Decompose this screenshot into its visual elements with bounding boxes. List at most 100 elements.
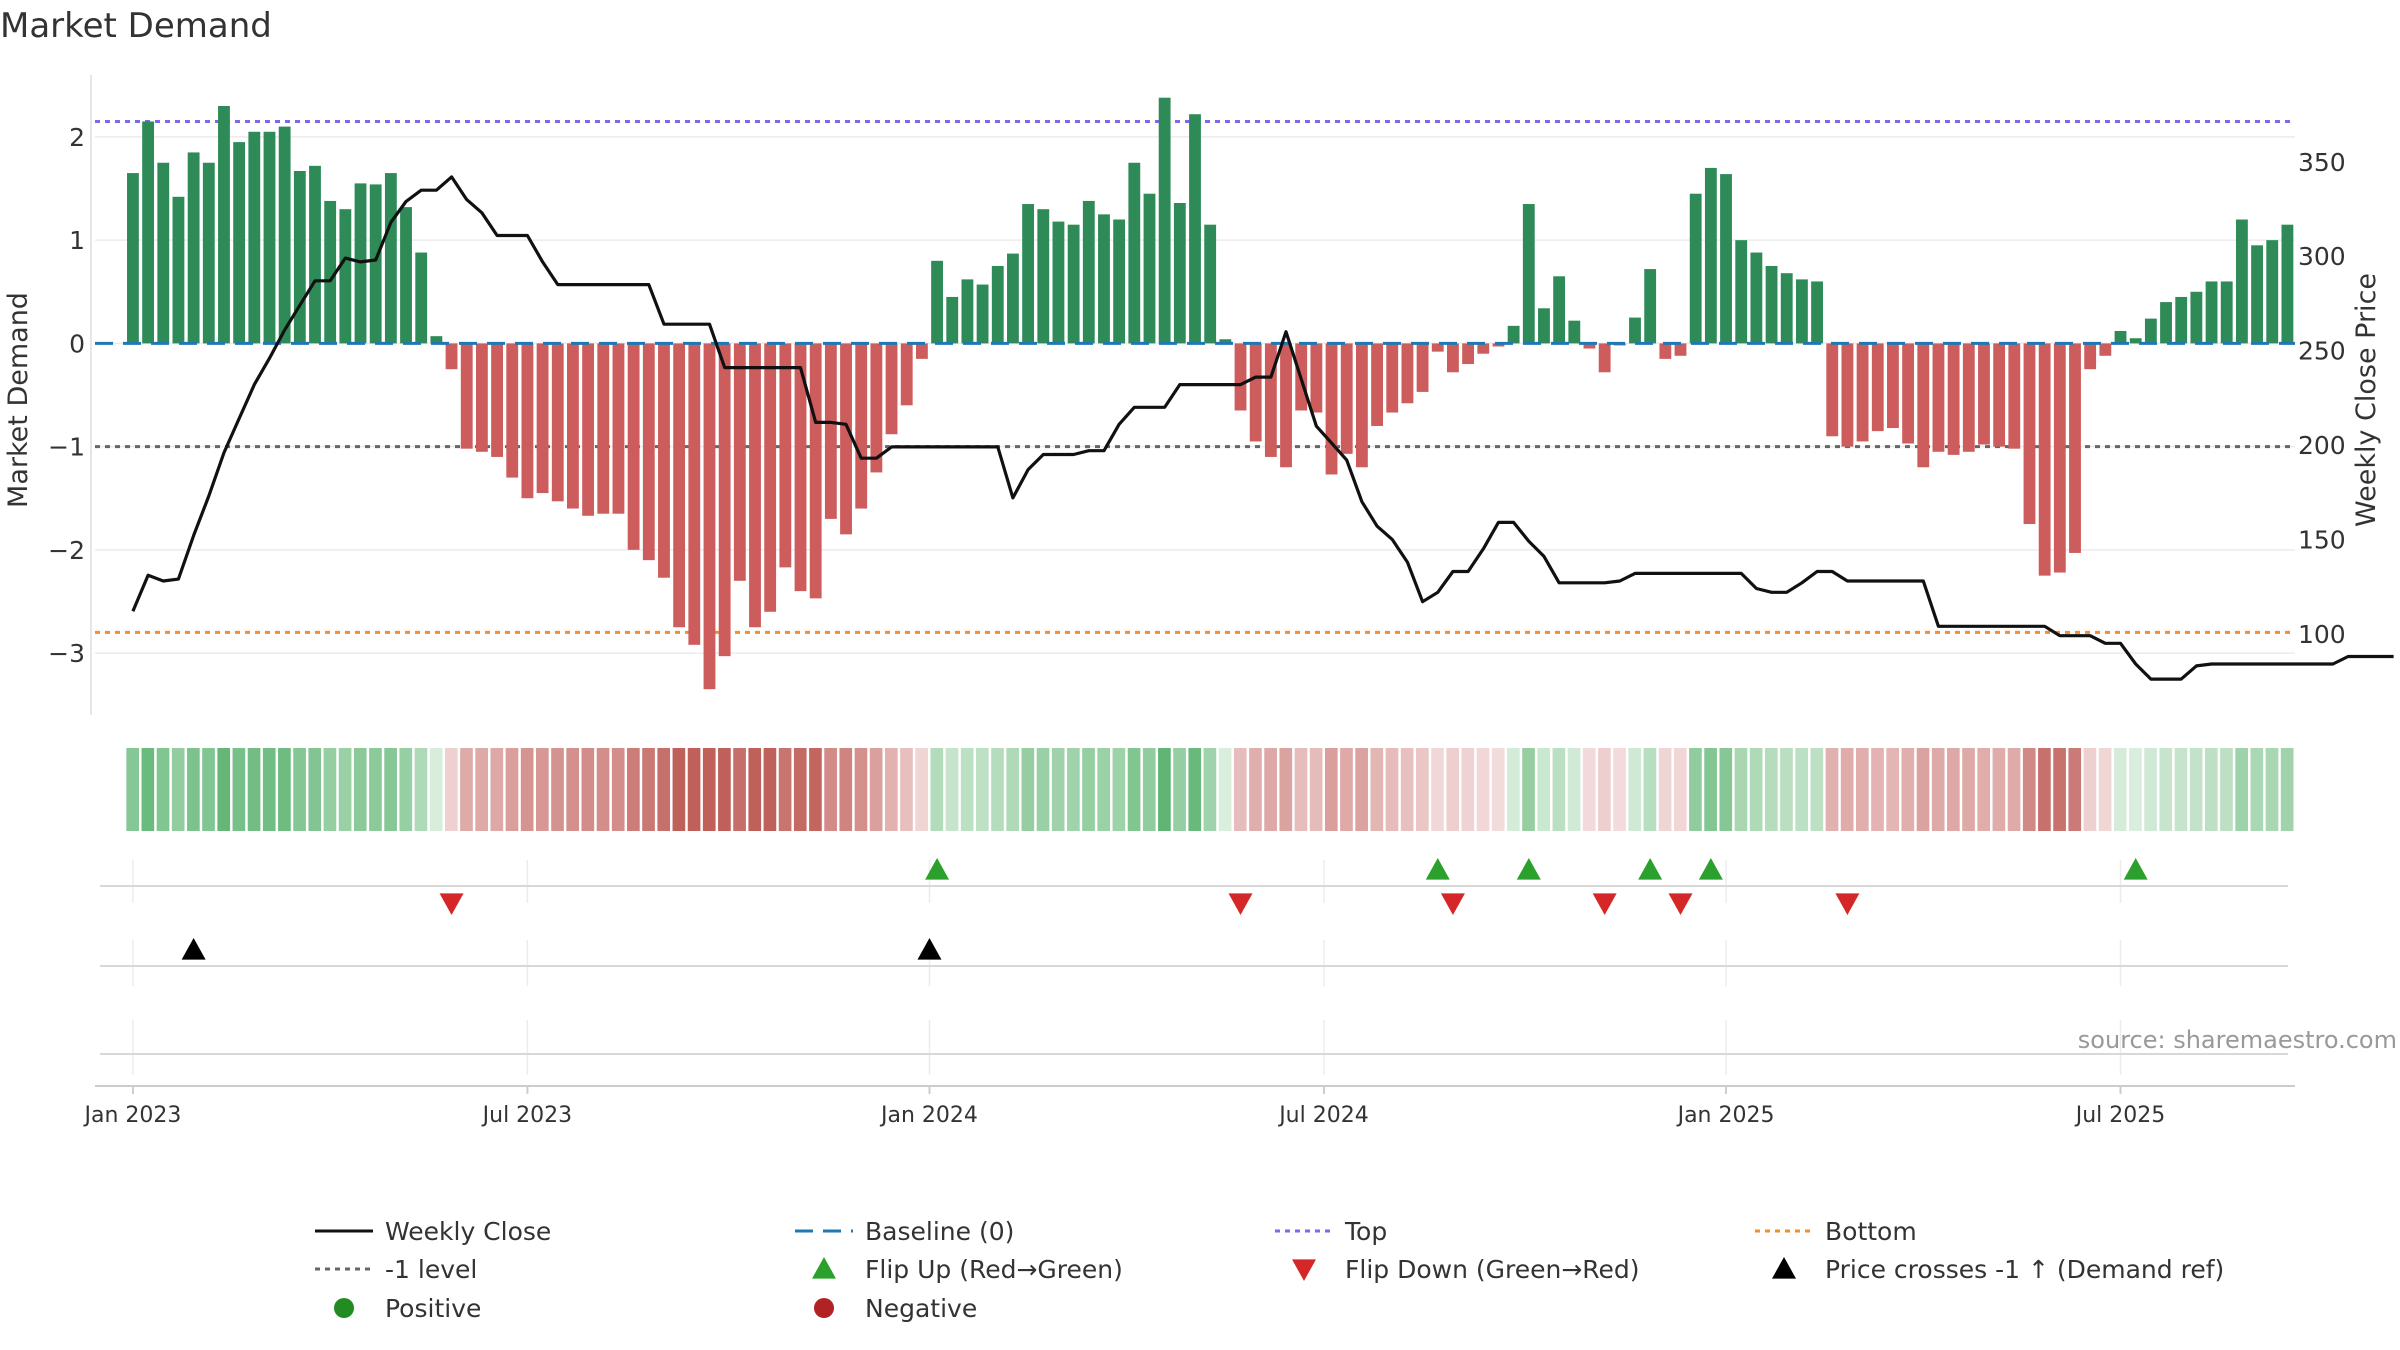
heat-cell xyxy=(141,748,155,831)
heat-cell xyxy=(1658,748,1672,831)
demand-bar xyxy=(1098,214,1110,344)
heat-cell xyxy=(1264,748,1277,831)
legend-handle xyxy=(812,1257,836,1279)
heat-cell xyxy=(2053,748,2066,831)
heat-cell xyxy=(1188,748,1202,831)
heat-cell xyxy=(1886,748,1900,831)
demand-bar xyxy=(2023,343,2036,525)
demand-bar xyxy=(840,343,852,535)
heat-cell xyxy=(1825,748,1839,831)
heat-cell xyxy=(2007,748,2021,831)
legend-label: Positive xyxy=(385,1294,481,1323)
heat-cell xyxy=(672,748,686,831)
heat-cell xyxy=(2068,748,2082,831)
demand-bar xyxy=(2084,343,2097,370)
heat-cell xyxy=(323,748,337,831)
bottom-panel xyxy=(95,1053,2295,1087)
heat-cell xyxy=(551,748,564,831)
flip-up-marker xyxy=(1425,858,1450,880)
demand-bar xyxy=(931,260,943,344)
demand-bar xyxy=(2038,343,2051,576)
weekly-close-line xyxy=(131,175,2394,681)
heat-cell xyxy=(1006,748,1020,831)
heat-cell xyxy=(1719,748,1733,831)
demand-bar xyxy=(1477,343,1490,354)
demand-bar xyxy=(142,121,155,344)
y-tick-label: −2 xyxy=(48,536,85,565)
demand-bar xyxy=(2114,331,2127,344)
demand-bar xyxy=(1887,343,1899,429)
demand-bar xyxy=(915,343,928,359)
demand-bar xyxy=(506,343,519,478)
heat-cell xyxy=(596,748,610,831)
x-tick-label: Jul 2023 xyxy=(481,1103,573,1128)
demand-bar xyxy=(1113,219,1126,344)
heat-cell xyxy=(793,748,807,831)
y2-tick-label: 100 xyxy=(2298,620,2346,649)
heat-cell xyxy=(611,748,625,831)
demand-bar xyxy=(2205,281,2218,344)
demand-bar xyxy=(475,343,488,452)
heat-cell xyxy=(1112,748,1126,831)
heat-cell xyxy=(1628,748,1642,831)
demand-bar xyxy=(491,343,503,457)
heat-cell xyxy=(642,748,655,831)
demand-bar xyxy=(1204,224,1217,344)
heat-cell xyxy=(1522,748,1535,831)
demand-bar xyxy=(1340,343,1353,454)
demand-bar xyxy=(2266,240,2279,344)
heat-cell xyxy=(869,748,883,831)
flip-marker-panel xyxy=(100,858,2288,1075)
demand-bar xyxy=(1598,343,1611,373)
heat-cell xyxy=(1613,748,1626,831)
heat-cell xyxy=(278,748,291,831)
price-cross-panel xyxy=(100,938,2288,967)
demand-bar xyxy=(1310,343,1323,413)
demand-bar xyxy=(1932,343,1945,452)
heat-cell xyxy=(1840,748,1854,831)
demand-bar xyxy=(293,171,306,344)
demand-bar xyxy=(1841,343,1854,447)
demand-bar xyxy=(1264,343,1277,457)
legend-label: -1 level xyxy=(385,1255,477,1284)
demand-bar xyxy=(1325,343,1338,475)
heat-cell xyxy=(520,748,534,831)
heat-cell xyxy=(581,748,595,831)
y2-axis-ticks: 350 300 250 200 150 100 xyxy=(2298,148,2346,649)
heat-cell xyxy=(991,748,1004,831)
heat-cell xyxy=(1962,748,1975,831)
demand-bar xyxy=(1462,343,1475,365)
heat-cell xyxy=(1340,748,1353,831)
heat-cell xyxy=(930,748,944,831)
demand-bar xyxy=(415,252,428,344)
demand-bar xyxy=(324,200,337,344)
demand-bar xyxy=(1795,279,1808,344)
flip-down-marker xyxy=(1668,893,1693,915)
demand-bar xyxy=(127,173,139,344)
heat-cell xyxy=(1036,748,1050,831)
demand-bar xyxy=(551,343,564,502)
heat-cell xyxy=(2204,748,2218,831)
demand-bar xyxy=(673,343,686,628)
heat-cell xyxy=(1446,748,1460,831)
demand-bar xyxy=(1659,343,1672,359)
demand-bar xyxy=(1583,343,1596,349)
heat-cell xyxy=(2174,748,2188,831)
demand-bar xyxy=(400,207,412,344)
demand-bar xyxy=(1811,281,1823,344)
demand-bar xyxy=(1568,320,1581,344)
heat-cell xyxy=(627,748,640,831)
demand-bar xyxy=(1735,240,1748,344)
heat-cell xyxy=(702,748,716,831)
demand-bar xyxy=(157,162,170,344)
demand-bar xyxy=(824,343,837,519)
heat-cell xyxy=(1856,748,1869,831)
demand-bar xyxy=(779,343,792,568)
demand-bar xyxy=(2053,343,2066,573)
legend-handle xyxy=(1292,1259,1316,1281)
y-tick-label: −1 xyxy=(48,433,85,462)
legend-label: Negative xyxy=(865,1294,977,1323)
demand-bar xyxy=(1689,193,1702,344)
legend-label: Baseline (0) xyxy=(865,1217,1014,1246)
